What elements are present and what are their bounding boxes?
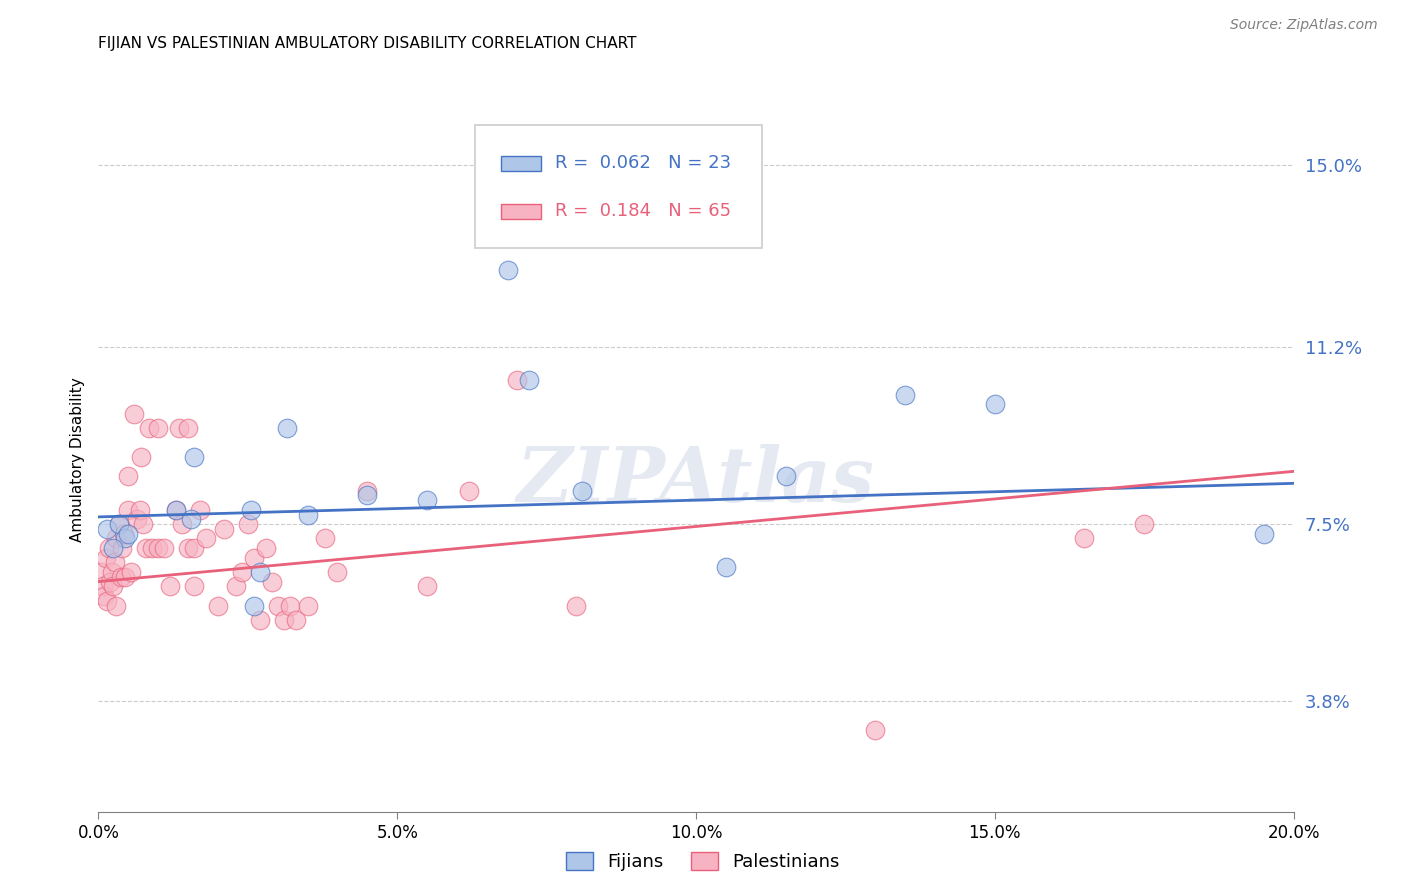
Point [1073,532,1095,546]
Point [148,541,170,555]
Point [159,579,181,593]
Point [108,517,131,532]
Point [517,373,540,387]
Point [356,488,378,502]
Point [297,508,319,522]
Point [273,613,295,627]
Point [111,541,134,555]
Point [141,541,163,555]
Point [177,421,200,435]
Point [212,522,235,536]
Point [110,570,132,584]
Point [177,541,200,555]
Point [1253,526,1275,541]
Bar [501,156,541,171]
Point [183,579,205,593]
Point [165,502,187,516]
Point [129,502,152,516]
Point [105,599,128,613]
FancyBboxPatch shape [475,125,762,248]
Text: R =  0.062   N = 23: R = 0.062 N = 23 [555,154,731,172]
Point [104,556,127,570]
Point [112,526,135,541]
Point [135,541,157,555]
Point [714,560,737,574]
Point [96,522,118,536]
Point [231,565,253,579]
Point [984,397,1007,411]
Point [183,450,205,464]
Point [276,421,298,435]
Point [165,502,187,516]
Point [120,565,142,579]
Point [180,512,202,526]
Point [239,502,262,516]
Point [138,421,160,435]
Point [315,532,337,546]
Point [565,599,588,613]
Point [127,512,149,526]
Point [207,599,229,613]
Point [96,594,118,608]
Point [865,723,887,738]
Point [236,517,259,532]
Point [108,517,131,532]
Point [93,589,115,603]
Point [117,469,139,483]
Point [775,469,797,483]
Point [183,541,205,555]
Point [297,599,319,613]
Point [117,526,139,541]
Point [254,541,277,555]
Point [94,550,117,565]
Point [496,263,519,277]
Point [243,550,266,565]
Point [416,579,439,593]
Point [131,450,153,464]
Point [278,599,301,613]
Text: Source: ZipAtlas.com: Source: ZipAtlas.com [1230,18,1378,32]
Text: R =  0.184   N = 65: R = 0.184 N = 65 [555,202,731,220]
Point [506,373,529,387]
Point [98,574,122,589]
Point [148,421,170,435]
Point [105,532,128,546]
Point [267,599,290,613]
Point [195,532,218,546]
Bar [501,203,541,219]
Point [103,541,125,555]
Point [1133,517,1156,532]
Point [98,541,121,555]
Point [458,483,481,498]
Point [416,493,439,508]
Point [249,565,271,579]
Point [103,579,125,593]
Point [100,565,122,579]
Point [894,387,917,401]
Point [114,532,136,546]
Legend: Fijians, Palestinians: Fijians, Palestinians [560,846,846,879]
Point [117,502,139,516]
Point [243,599,266,613]
Point [91,579,114,593]
Point [153,541,176,555]
Point [90,565,112,579]
Point [124,407,146,421]
Point [356,483,378,498]
Point [326,565,349,579]
Text: FIJIAN VS PALESTINIAN AMBULATORY DISABILITY CORRELATION CHART: FIJIAN VS PALESTINIAN AMBULATORY DISABIL… [98,36,637,51]
Point [249,613,271,627]
Point [225,579,247,593]
Point [188,502,211,516]
Point [167,421,190,435]
Point [114,570,136,584]
Point [260,574,283,589]
Point [172,517,194,532]
Point [284,613,307,627]
Point [571,483,593,498]
Text: ZIPAtlas: ZIPAtlas [517,443,875,517]
Point [132,517,155,532]
Y-axis label: Ambulatory Disability: Ambulatory Disability [69,377,84,541]
